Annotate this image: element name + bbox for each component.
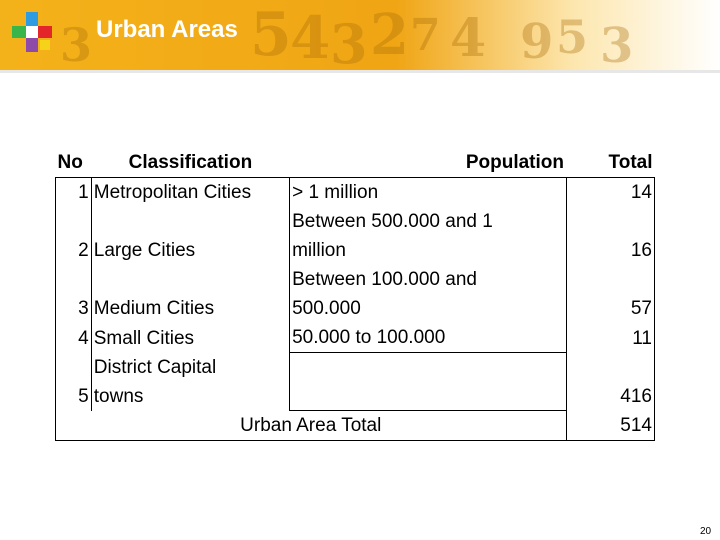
cell-population <box>289 352 566 411</box>
decor-digit: 3 <box>60 18 93 70</box>
header-total: Total <box>608 152 653 173</box>
population-line: 500.000 <box>292 298 361 319</box>
decor-digit: 3 <box>330 12 368 70</box>
decor-digit: 2 <box>370 2 409 68</box>
population-line: Between 500.000 and 1 <box>292 211 493 232</box>
colorful-cross-logo-icon <box>12 12 52 52</box>
decor-digit: 5 <box>556 10 589 64</box>
cell-classification: Medium Cities <box>90 265 290 323</box>
page-number: 20 <box>700 526 712 537</box>
cell-no: 5 <box>55 352 92 411</box>
cell-total: 11 <box>565 323 655 353</box>
cell-no: 1 <box>55 177 92 207</box>
decor-digit: 9 <box>520 14 554 70</box>
header-no: No <box>57 152 83 173</box>
header-population: Population <box>465 152 564 173</box>
footer-label: Urban Area Total <box>55 410 566 441</box>
table-row: 1 Metropolitan Cities > 1 million 14 <box>55 177 655 207</box>
table-row: 4 Small Cities 50.000 to 100.000 11 <box>55 323 655 353</box>
urban-areas-table: No Classification Population Total 1 Met… <box>55 148 655 441</box>
cell-population: 50.000 to 100.000 <box>289 323 566 353</box>
table-footer-row: Urban Area Total 514 <box>55 410 655 441</box>
cell-population: Between 500.000 and 1 million <box>289 207 566 265</box>
cell-no: 4 <box>55 323 92 353</box>
banner-divider <box>0 70 720 73</box>
table-row: 5 District Capital towns 416 <box>55 352 655 411</box>
header-banner: 3 5 4 3 2 7 4 9 5 3 Urban Areas <box>0 0 720 70</box>
table-header-row: No Classification Population Total <box>56 148 655 178</box>
page-title: Urban Areas <box>96 16 238 43</box>
cell-population: Between 100.000 and 500.000 <box>289 265 566 323</box>
footer-total: 514 <box>565 410 655 441</box>
table-row: 2 Large Cities Between 500.000 and 1 mill… <box>55 207 655 265</box>
decor-digit: 5 <box>250 0 292 70</box>
cell-classification: District Capital towns <box>90 352 290 411</box>
cell-total: 16 <box>565 207 655 265</box>
population-line: million <box>292 240 346 261</box>
cell-classification: Large Cities <box>90 207 290 265</box>
decor-digit: 7 <box>410 10 441 61</box>
cell-classification: Small Cities <box>90 323 290 353</box>
cell-population: > 1 million <box>289 177 566 207</box>
header-classification: Classification <box>128 152 253 173</box>
cell-total: 416 <box>565 352 655 411</box>
decor-digit: 4 <box>290 4 331 70</box>
table-row: 3 Medium Cities Between 100.000 and 500.0… <box>55 265 655 323</box>
cell-total: 57 <box>565 265 655 323</box>
decor-digit: 3 <box>600 18 634 70</box>
cell-total: 14 <box>565 177 655 207</box>
cell-no: 3 <box>55 265 92 323</box>
decor-digit: 4 <box>450 8 487 69</box>
cell-no: 2 <box>55 207 92 265</box>
classification-line: District Capital <box>93 356 217 378</box>
population-line: Between 100.000 and <box>292 269 477 290</box>
classification-line: towns <box>93 385 144 407</box>
cell-classification: Metropolitan Cities <box>90 177 290 207</box>
